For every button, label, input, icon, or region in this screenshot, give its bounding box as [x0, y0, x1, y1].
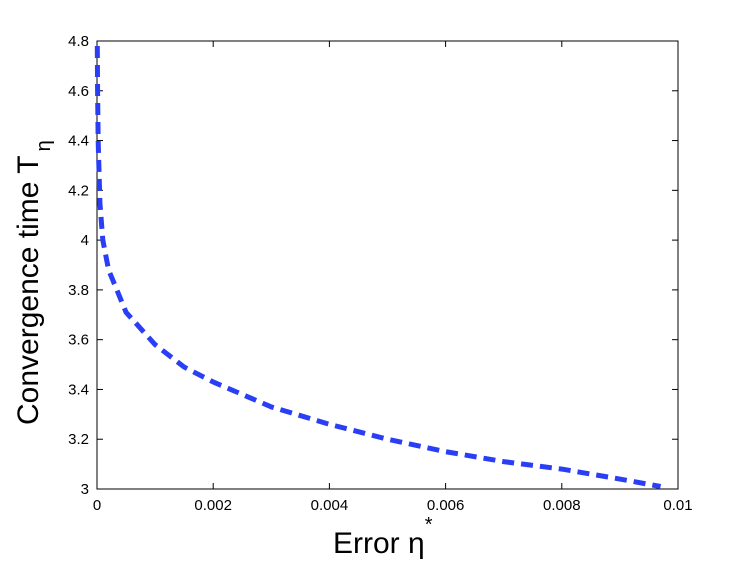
x-tick-label: 0.008: [543, 497, 581, 514]
plot-frame: [96, 40, 679, 490]
x-tick-label: 0: [93, 497, 101, 514]
y-tick-label: 4.8: [68, 33, 89, 50]
y-tick-label: 4.2: [68, 182, 89, 199]
y-tick-label: 4.4: [68, 133, 89, 150]
x-tick-label: 0.002: [194, 497, 232, 514]
y-tick-label: 3.8: [68, 282, 89, 299]
y-tick-label: 3.2: [68, 431, 89, 448]
y-tick-label: 4: [81, 232, 89, 249]
data-line: [94, 45, 662, 489]
y-tick-label: 3.4: [68, 381, 89, 398]
y-tick-label: 3: [81, 481, 89, 498]
x-axis-label: Error η*: [333, 514, 433, 560]
x-axis-label-sup: *: [425, 514, 433, 536]
y-axis-label: Convergence time T η: [12, 140, 55, 425]
y-tick-label: 4.6: [68, 83, 89, 100]
x-axis-label-text: Error η: [333, 527, 425, 560]
x-tick-label: 0.01: [663, 497, 692, 514]
y-axis-label-text: Convergence time T: [12, 155, 45, 425]
x-tick-label: 0.006: [427, 497, 465, 514]
y-axis-label-sub: η: [33, 140, 55, 151]
x-tick-label: 0.004: [311, 497, 349, 514]
y-tick-label: 3.6: [68, 332, 89, 349]
